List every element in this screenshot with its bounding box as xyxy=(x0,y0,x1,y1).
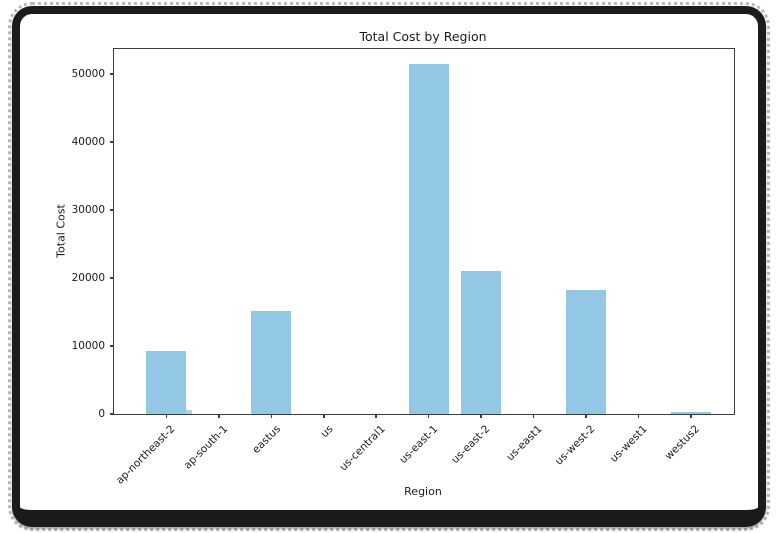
extra-residual-bar xyxy=(186,409,193,414)
bar xyxy=(461,270,502,414)
x-tick xyxy=(585,414,587,418)
plot-area: ap-northeast-2 ap-south-1 eastus us us-centr… xyxy=(72,48,735,487)
x-tick-label: eastus xyxy=(249,423,283,456)
x-tick xyxy=(165,414,168,418)
x-tick-label: ap-south-1 xyxy=(181,423,231,472)
x-tick-label: ap-northeast-2 xyxy=(114,423,178,487)
x-tick-label: us-east-2 xyxy=(449,423,493,467)
y-tick-label: 30000 xyxy=(71,204,105,217)
chart-figure: Total Cost by Region Total Cost ap-north… xyxy=(28,22,766,518)
y-tick xyxy=(110,73,114,75)
x-tick xyxy=(532,414,535,418)
bar xyxy=(251,311,292,414)
bar xyxy=(566,290,606,414)
y-tick-label: 50000 xyxy=(71,68,105,81)
bar xyxy=(408,63,449,414)
x-tick xyxy=(375,414,377,418)
x-tick-label: westus2 xyxy=(663,423,703,463)
x-tick xyxy=(637,414,640,418)
x-tick xyxy=(427,414,430,418)
y-tick-label: 0 xyxy=(98,408,105,420)
x-tick-label: us-east-1 xyxy=(397,423,441,467)
chart-title: Total Cost by Region xyxy=(359,29,487,44)
x-tick xyxy=(270,414,273,418)
x-tick-label: us-central1 xyxy=(337,423,388,474)
bar xyxy=(670,412,711,414)
y-tick xyxy=(110,277,114,279)
x-tick xyxy=(690,414,692,418)
x-tick xyxy=(480,414,482,418)
y-tick xyxy=(110,209,114,211)
y-axis-label: Total Cost xyxy=(54,204,68,258)
y-tick-label: 10000 xyxy=(71,340,105,353)
x-tick-label: us-west-2 xyxy=(552,423,598,468)
y-tick-label: 40000 xyxy=(71,136,105,149)
x-tick-label: us xyxy=(318,423,336,441)
y-tick xyxy=(110,413,114,415)
x-axis-label: Region xyxy=(404,485,442,498)
y-tick xyxy=(110,345,114,347)
bar xyxy=(146,351,187,414)
x-tick xyxy=(218,414,220,418)
x-tick-label: us-west1 xyxy=(608,423,650,465)
screenshot-frame: Total Cost by Region Total Cost ap-north… xyxy=(8,2,770,531)
x-tick xyxy=(323,414,325,418)
y-tick-label: 20000 xyxy=(71,272,105,285)
y-tick xyxy=(110,141,114,143)
x-tick-label: us-east1 xyxy=(504,423,546,464)
